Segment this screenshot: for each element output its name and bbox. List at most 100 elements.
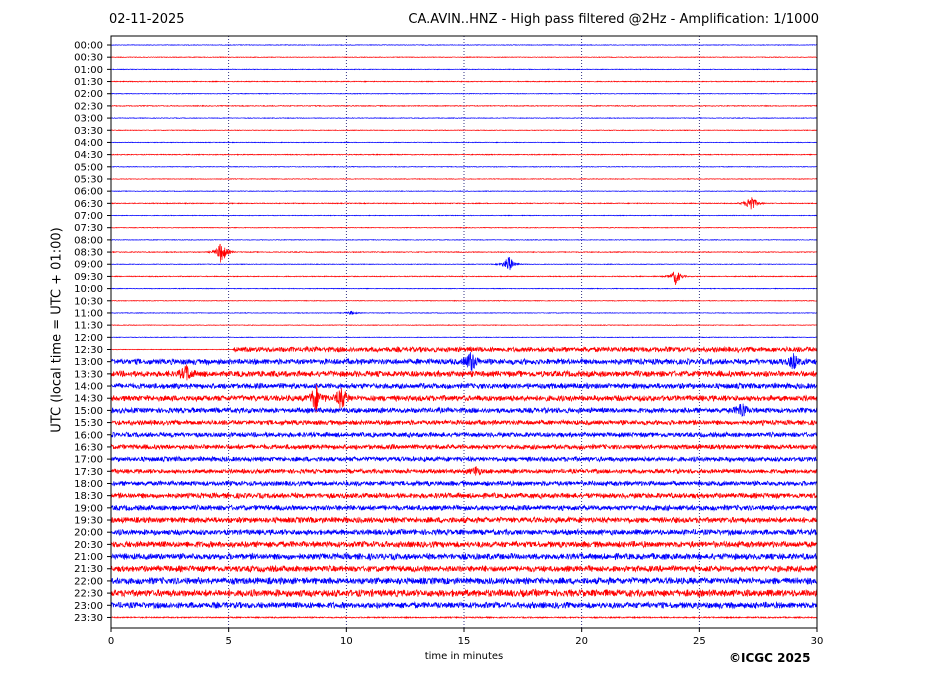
trace-row-1400 <box>110 382 818 391</box>
trace-row-0900 <box>110 256 818 271</box>
trace-row-0000 <box>110 44 817 46</box>
x-tick-label: 10 <box>340 636 353 647</box>
trace-row-0500 <box>110 165 818 168</box>
copyright-label: ©ICGC 2025 <box>729 651 811 665</box>
trace-row-0930 <box>110 271 818 285</box>
y-tick-label: 04:00 <box>74 138 103 149</box>
trace-row-0330 <box>110 129 818 132</box>
trace-row-0400 <box>110 141 818 144</box>
trace-row-1600 <box>110 431 818 439</box>
y-tick-label: 14:00 <box>74 382 103 393</box>
y-tick-label: 03:30 <box>74 126 103 137</box>
trace-row-2230 <box>110 588 818 598</box>
trace-row-2200 <box>110 576 818 586</box>
y-tick-label: 13:00 <box>74 357 103 368</box>
plot-frame <box>110 35 818 629</box>
trace-row-1030 <box>110 299 818 302</box>
trace-row-1500 <box>110 403 817 418</box>
y-tick-label: 22:30 <box>74 589 103 600</box>
y-tick-label: 02:30 <box>74 101 103 112</box>
trace-row-0530 <box>110 178 818 180</box>
y-tick-label: 16:00 <box>74 430 103 441</box>
y-tick-label: 15:30 <box>74 418 103 429</box>
trace-row-1300 <box>110 352 818 372</box>
trace-row-1830 <box>110 492 818 500</box>
y-tick-label: 05:00 <box>74 162 103 173</box>
trace-row-2100 <box>110 552 818 562</box>
trace-row-1900 <box>110 503 818 512</box>
trace-row-2300 <box>110 600 818 610</box>
trace-group <box>110 44 818 620</box>
trace-row-1800 <box>110 479 818 487</box>
trace-row-0730 <box>110 226 818 229</box>
chart-title: CA.AVIN..HNZ - High pass filtered @2Hz -… <box>408 12 819 27</box>
trace-row-1530 <box>110 418 818 427</box>
trace-row-1130 <box>110 324 818 327</box>
trace-row-1730 <box>110 466 818 476</box>
trace-row-0030 <box>110 56 818 59</box>
y-tick-label: 06:30 <box>74 199 103 210</box>
x-tick-label: 0 <box>108 636 114 647</box>
y-tick-label: 21:00 <box>74 552 103 563</box>
y-tick-label: 17:30 <box>74 467 103 478</box>
y-tick-label: 11:30 <box>74 321 103 332</box>
y-tick-label: 23:00 <box>74 601 103 612</box>
x-tick-label: 5 <box>225 636 231 647</box>
y-tick-label: 17:00 <box>74 455 103 466</box>
y-tick-label: 19:30 <box>74 516 103 527</box>
trace-row-0300 <box>110 117 818 120</box>
y-tick-label: 12:00 <box>74 333 103 344</box>
x-tick-label: 30 <box>811 636 824 647</box>
trace-row-0100 <box>111 68 818 71</box>
trace-row-0600 <box>110 190 818 193</box>
y-tick-label: 09:00 <box>74 260 103 271</box>
x-axis-label: time in minutes <box>424 651 504 662</box>
trace-row-2000 <box>110 528 818 537</box>
trace-row-0800 <box>110 238 818 241</box>
trace-row-0630 <box>110 197 818 210</box>
trace-row-2030 <box>110 540 818 549</box>
y-tick-label: 08:00 <box>74 235 103 246</box>
trace-row-0700 <box>110 214 817 217</box>
y-tick-label: 01:00 <box>74 65 103 76</box>
trace-row-0130 <box>110 80 818 83</box>
y-tick-label: 14:30 <box>74 394 103 405</box>
y-tick-label: 16:30 <box>74 442 103 453</box>
x-tick-label: 20 <box>575 636 588 647</box>
y-tick-label: 13:30 <box>74 369 103 380</box>
y-tick-label: 23:30 <box>74 613 103 624</box>
y-tick-label: 11:00 <box>74 308 103 319</box>
y-tick-label: 08:30 <box>74 248 103 259</box>
y-tick-label: 12:30 <box>74 345 103 356</box>
grid-lines <box>228 36 700 628</box>
trace-row-1100 <box>110 310 818 315</box>
y-tick-label: 22:00 <box>74 576 103 587</box>
trace-row-1330 <box>110 364 818 381</box>
y-tick-label: 20:00 <box>74 528 103 539</box>
trace-row-1430 <box>110 384 818 413</box>
x-tick-label: 15 <box>458 636 471 647</box>
date-label: 02-11-2025 <box>109 12 185 27</box>
y-tick-label: 10:00 <box>74 284 103 295</box>
trace-row-0230 <box>110 104 818 108</box>
trace-row-1000 <box>110 287 818 290</box>
y-tick-label: 00:00 <box>74 41 103 52</box>
trace-row-2330 <box>110 615 818 620</box>
trace-row-1930 <box>110 515 818 525</box>
trace-row-0430 <box>110 153 817 156</box>
y-tick-label: 20:30 <box>74 540 103 551</box>
y-tick-label: 07:00 <box>74 211 103 222</box>
y-tick-label: 18:30 <box>74 491 103 502</box>
y-tick-label: 05:30 <box>74 174 103 185</box>
trace-row-0200 <box>110 92 818 95</box>
x-tick-label: 25 <box>693 636 706 647</box>
y-tick-label: 01:30 <box>74 77 103 88</box>
y-tick-label: 07:30 <box>74 223 103 234</box>
y-tick-label: 19:00 <box>74 503 103 514</box>
y-tick-label: 03:00 <box>74 114 103 125</box>
y-tick-label: 21:30 <box>74 564 103 575</box>
y-tick-label: 02:00 <box>74 89 103 100</box>
y-tick-label: 06:00 <box>74 187 103 198</box>
